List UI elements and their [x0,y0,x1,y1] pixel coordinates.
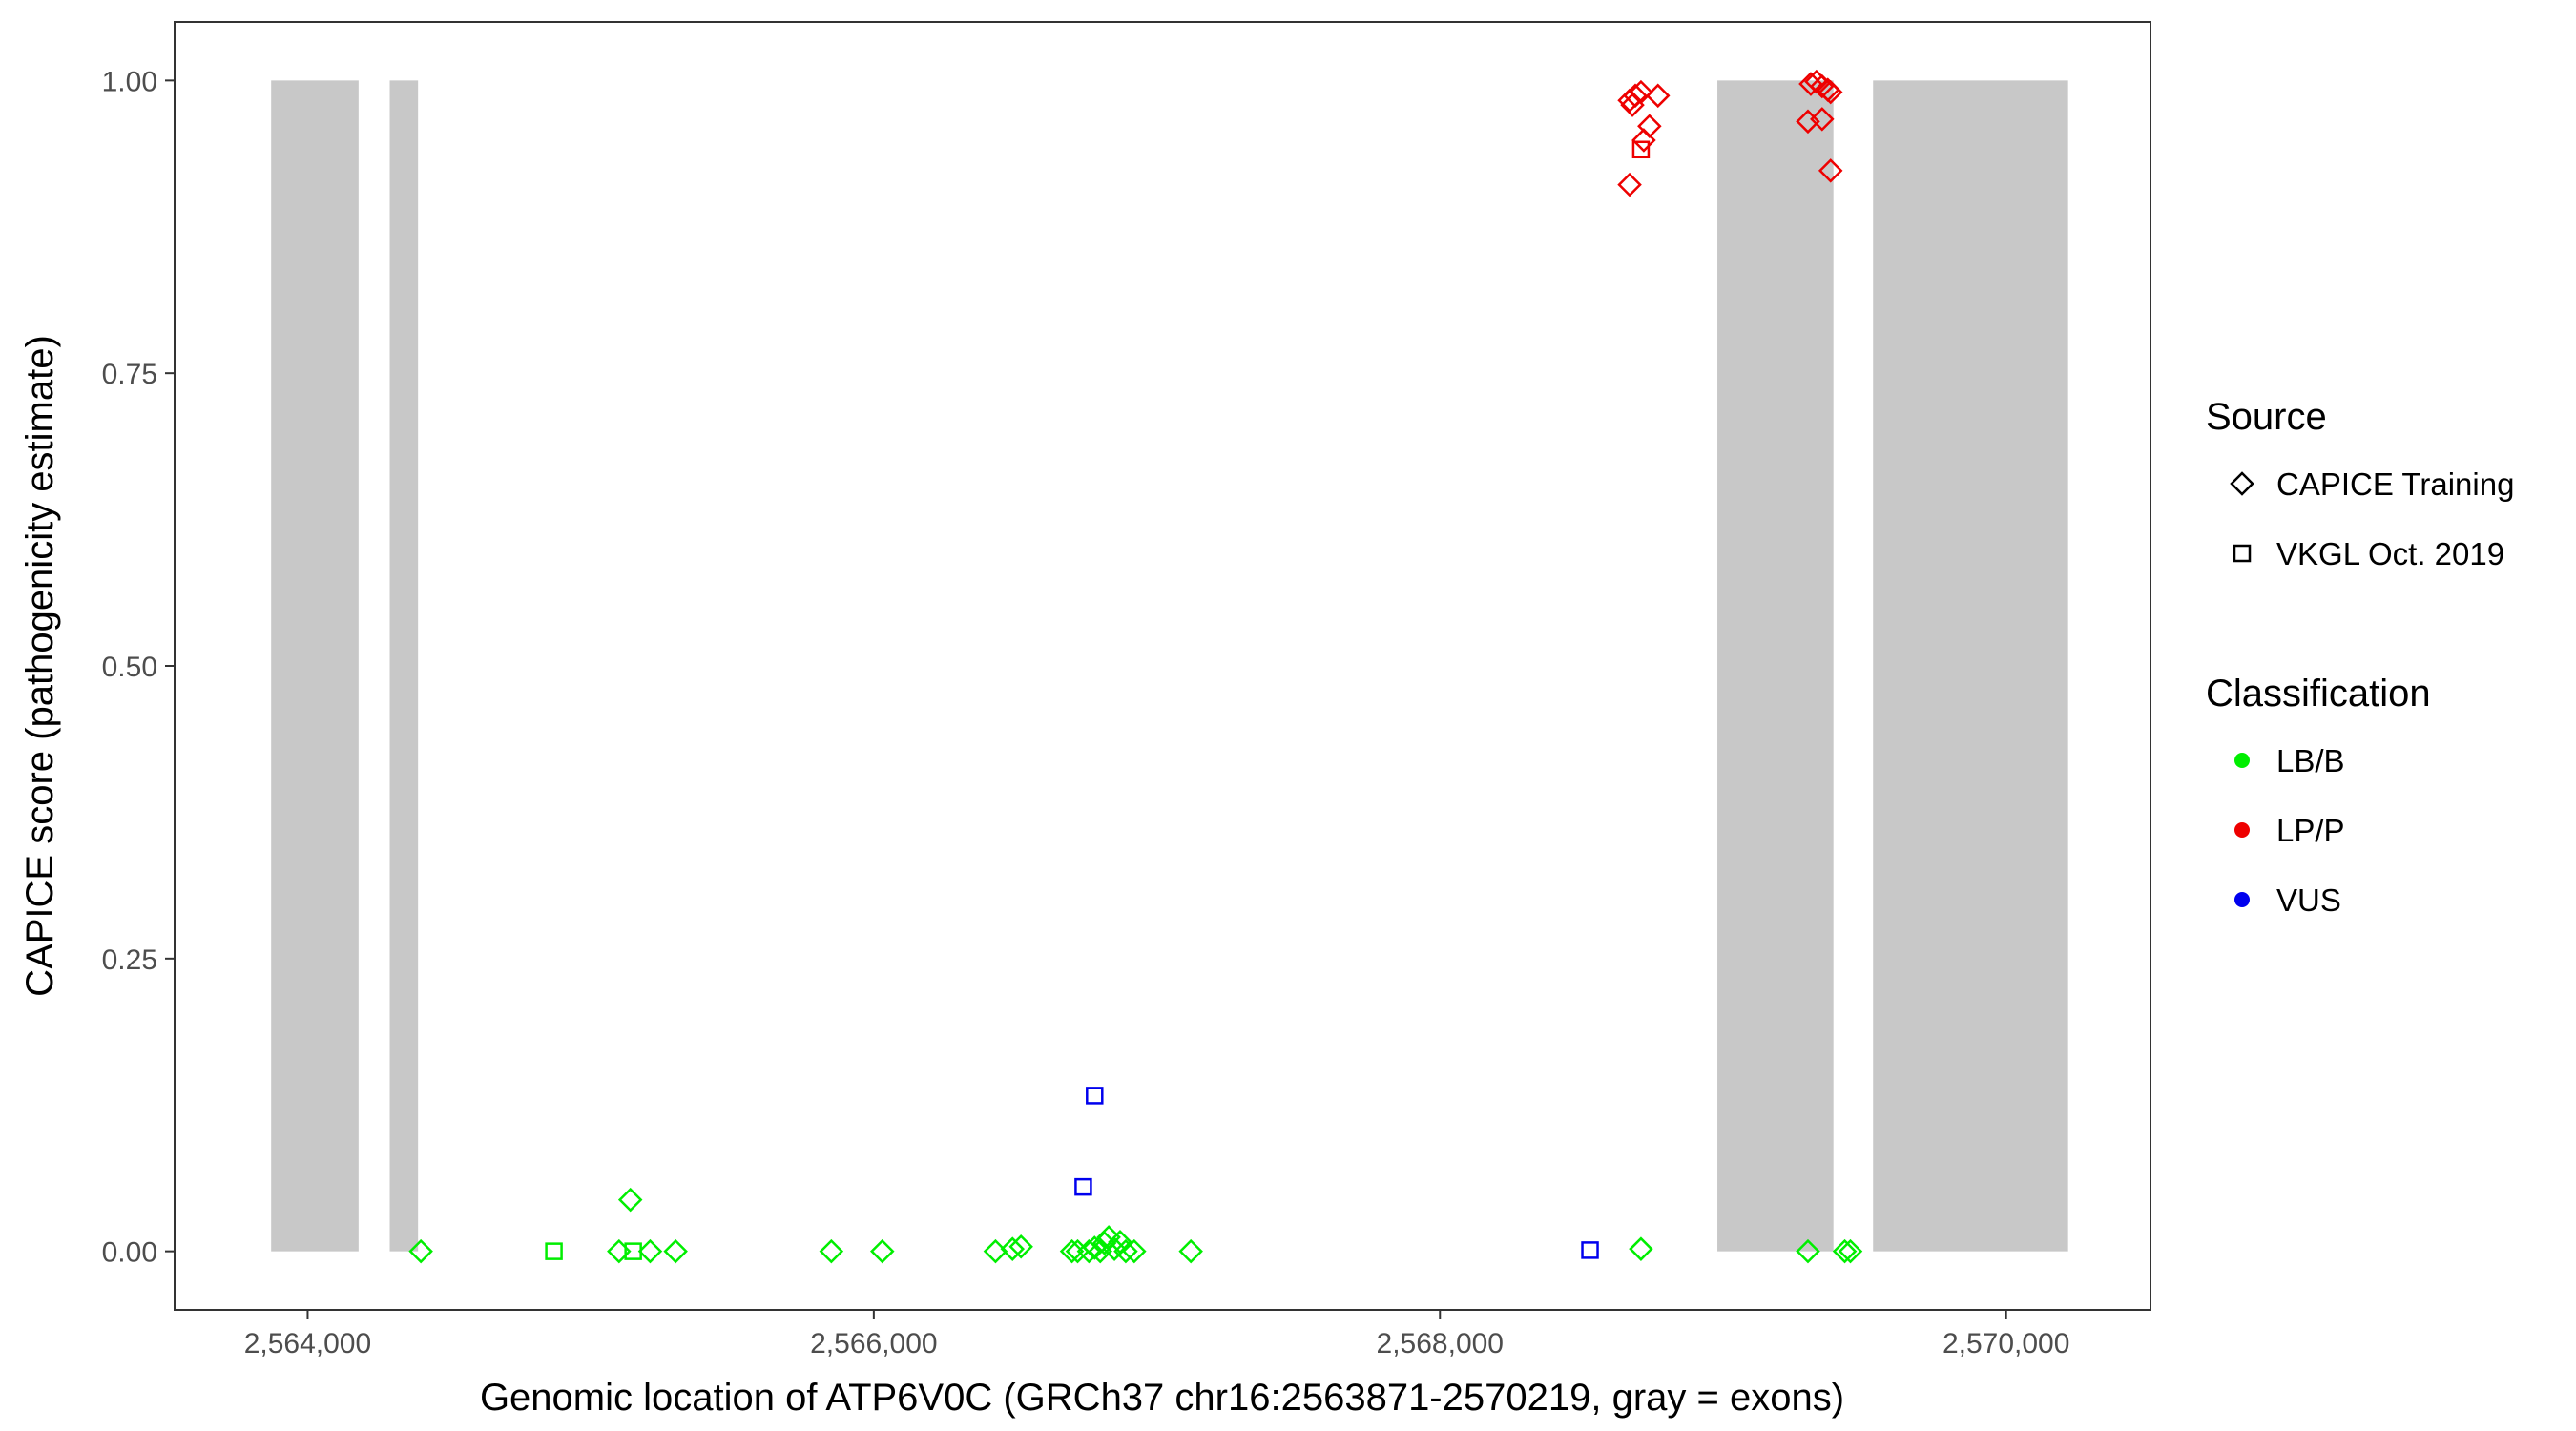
data-point-diamond-lbb [663,1238,688,1264]
exon-bar-4 [1873,80,2068,1252]
y-tick-label: 1.00 [102,66,157,97]
data-point-diamond-lbb [408,1238,433,1264]
point-layer [408,69,1863,1264]
data-point-diamond-lbb [1008,1234,1033,1259]
data-point-diamond-lpp [1818,79,1843,105]
y-tick-label: 0.25 [102,944,157,976]
data-point-diamond-lbb [617,1187,643,1213]
data-point-diamond-lbb [1629,1236,1653,1261]
legend-dot-lpp [2234,822,2250,838]
data-point-diamond-lbb [1108,1230,1132,1255]
data-point-diamond-lbb [1113,1238,1138,1264]
data-point-diamond-lbb [1059,1238,1085,1264]
legend-class-item-lpp: LP/P [2276,813,2345,848]
legend-source-item-vkgl: VKGL Oct. 2019 [2276,536,2504,571]
legend-class-item-lbb: LB/B [2276,743,2345,778]
data-point-diamond-lbb [1832,1238,1858,1264]
data-point-diamond-lbb [1076,1238,1102,1264]
data-point-diamond-lbb [819,1238,844,1264]
data-point-diamond-lbb [1096,1225,1121,1250]
y-tick-label: 0.75 [102,359,157,390]
data-point-diamond-lpp [1623,83,1648,109]
data-point-diamond-lbb [1000,1236,1026,1261]
data-point-diamond-lpp [1617,172,1642,197]
legend-source-item-training: CAPICE Training [2276,467,2514,502]
x-tick-label: 2,566,000 [810,1328,937,1359]
exon-bar-1 [271,80,359,1252]
y-tick-label: 0.00 [102,1237,157,1269]
legend-diamond-key [2230,471,2254,496]
data-point-diamond-lbb [1796,1238,1820,1264]
data-point-diamond-lpp [1620,93,1645,117]
data-point-square-vus [1581,1241,1599,1259]
data-point-diamond-lbb [1082,1235,1108,1260]
x-tick-label: 2,570,000 [1942,1328,2069,1359]
legend-class-item-vus: VUS [2276,882,2341,918]
data-point-diamond-lbb [1122,1238,1147,1264]
legend-dot-vus [2234,892,2250,907]
y-axis-title: CAPICE score (pathogenicity estimate) [19,335,61,997]
data-point-diamond-lbb [637,1238,663,1264]
legend: Source CAPICE Training VKGL Oct. 2019 Cl… [2206,396,2514,918]
data-point-diamond-lbb [1838,1238,1863,1264]
x-axis: 2,564,000 2,566,000 2,568,000 2,570,000 [244,1310,2069,1359]
exon-bar-2 [389,80,419,1252]
data-point-square-lpp [1631,140,1651,159]
x-axis-title: Genomic location of ATP6V0C (GRCh37 chr1… [480,1377,1844,1419]
data-point-diamond-lpp [1810,107,1835,132]
legend-square-key [2233,544,2252,563]
data-point-diamond-lpp [1796,109,1820,135]
data-point-diamond-lpp [1645,83,1671,109]
data-point-square-lbb [545,1242,563,1260]
data-point-diamond-lbb [869,1238,895,1264]
exon-bar-3 [1717,80,1834,1252]
data-point-diamond-lbb [1178,1238,1203,1264]
legend-dot-lbb [2234,753,2250,768]
exon-layer [271,80,2068,1252]
data-point-diamond-lpp [1818,158,1843,183]
x-tick-label: 2,568,000 [1377,1328,1504,1359]
y-axis: 0.00 0.25 0.50 0.75 1.00 [102,66,175,1269]
data-point-diamond-lpp [1631,128,1656,153]
data-point-square-vus [1086,1087,1104,1105]
data-point-square-vus [1074,1177,1092,1196]
legend-source-title: Source [2206,396,2327,438]
legend-class-title: Classification [2206,673,2431,715]
x-tick-label: 2,564,000 [244,1328,371,1359]
y-tick-label: 0.50 [102,652,157,683]
